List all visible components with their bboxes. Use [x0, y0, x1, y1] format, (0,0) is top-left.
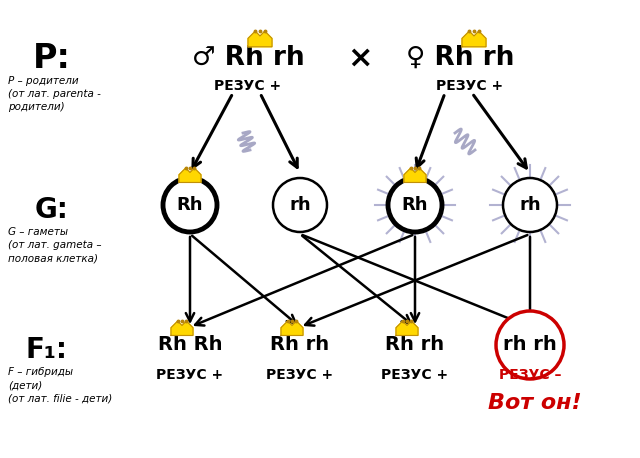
- Circle shape: [503, 178, 557, 232]
- Text: РЕЗУС +: РЕЗУС +: [436, 79, 504, 93]
- Circle shape: [388, 178, 442, 232]
- Text: Rh Rh: Rh Rh: [157, 336, 222, 354]
- Text: Rh rh: Rh rh: [271, 336, 330, 354]
- Text: Rh: Rh: [177, 196, 204, 214]
- Text: rh: rh: [519, 196, 541, 214]
- Text: Вот он!: Вот он!: [488, 393, 582, 413]
- Circle shape: [163, 178, 217, 232]
- Text: ♀ Rh rh: ♀ Rh rh: [406, 45, 514, 71]
- Polygon shape: [462, 31, 486, 47]
- Text: РЕЗУС +: РЕЗУС +: [156, 368, 223, 382]
- Polygon shape: [281, 321, 303, 335]
- Text: РЕЗУС +: РЕЗУС +: [381, 368, 449, 382]
- Text: P:: P:: [33, 42, 71, 75]
- Text: P – родители
(от лат. parenta -
родители): P – родители (от лат. parenta - родители…: [8, 76, 101, 112]
- Polygon shape: [404, 168, 426, 182]
- Text: G – гаметы
(от лат. gameta –
половая клетка): G – гаметы (от лат. gameta – половая кле…: [8, 227, 102, 263]
- Polygon shape: [248, 31, 272, 47]
- Polygon shape: [396, 321, 418, 335]
- Text: Rh rh: Rh rh: [385, 336, 445, 354]
- Circle shape: [273, 178, 327, 232]
- Polygon shape: [179, 168, 201, 182]
- Text: G:: G:: [35, 196, 69, 224]
- Text: rh rh: rh rh: [503, 336, 557, 354]
- Text: F₁:: F₁:: [26, 336, 68, 364]
- Text: ♂ Rh rh: ♂ Rh rh: [192, 45, 304, 71]
- Text: ×: ×: [348, 44, 372, 72]
- Circle shape: [496, 311, 564, 379]
- Text: РЕЗУС +: РЕЗУС +: [266, 368, 333, 382]
- Text: F – гибриды
(дети)
(от лат. filie - дети): F – гибриды (дети) (от лат. filie - дети…: [8, 367, 112, 403]
- Polygon shape: [171, 321, 193, 335]
- Text: Rh: Rh: [402, 196, 428, 214]
- Text: РЕЗУС –: РЕЗУС –: [499, 368, 561, 382]
- Text: РЕЗУС +: РЕЗУС +: [214, 79, 282, 93]
- Text: rh: rh: [289, 196, 311, 214]
